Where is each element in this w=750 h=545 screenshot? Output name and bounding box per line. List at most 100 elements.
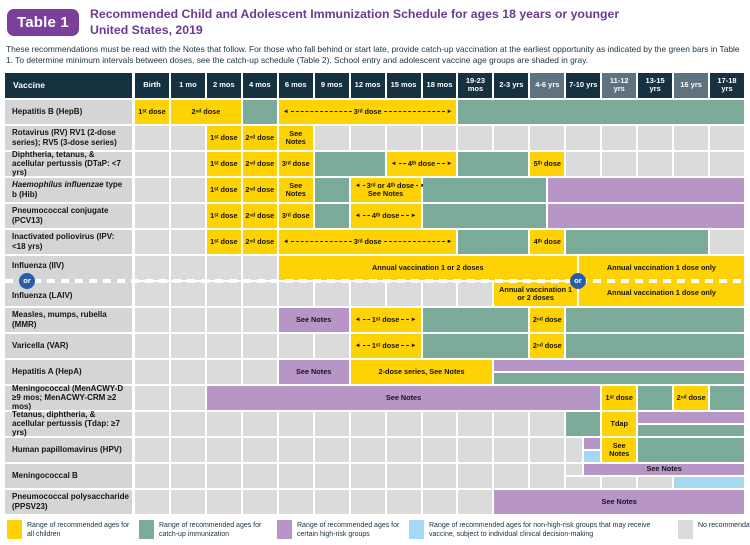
column-header-age: 19-23 mos	[458, 72, 493, 98]
range-cell	[566, 125, 601, 150]
column-header-age: 1 mo	[170, 72, 205, 98]
range-cell	[135, 385, 169, 410]
dose-cell: 2ⁿᵈ dose	[242, 203, 277, 228]
arrow-icon: ►	[410, 342, 417, 349]
table-row: Human papillomavirus (HPV) See Notes	[5, 437, 745, 462]
range-cell	[710, 151, 744, 176]
range-cell	[135, 151, 169, 176]
range-cell	[314, 333, 349, 358]
range-cell	[206, 255, 241, 280]
influenza-row-pair: Influenza (IIV) Influenza (LAIV) Annual va…	[5, 255, 745, 306]
schedule-table: Hepatitis B (HepB) 1ˢᵗ dose 2ⁿᵈ dose ◄ 3ʳᵈ d…	[5, 99, 745, 514]
row-cells: See Notes 1ˢᵗ dose 2ⁿᵈ dose	[134, 385, 745, 410]
range-cell	[135, 437, 169, 462]
dose-cell: ◄ 4ᵗʰ dose ►	[386, 151, 457, 176]
range-cell	[638, 385, 673, 410]
dose-cell: See Notes	[494, 489, 744, 514]
or-badge: or	[569, 272, 586, 289]
dose-cell: 3ʳᵈ dose	[278, 203, 313, 228]
column-header-age: 9 mos	[314, 72, 349, 98]
column-header-age: 4 mos	[242, 72, 277, 98]
range-cell	[422, 333, 529, 358]
range-cell	[386, 281, 421, 306]
range-cell	[422, 489, 457, 514]
range-cell	[170, 385, 205, 410]
range-cell	[135, 229, 169, 254]
range-cell	[314, 125, 349, 150]
range-cell	[314, 151, 385, 176]
column-header-vaccine: Vaccine	[5, 72, 132, 98]
range-cell	[494, 437, 529, 462]
table-row: Measles, mumps, rubella (MMR) See Notes ◄ 1…	[5, 307, 745, 332]
vaccine-name: Meningococcal B	[5, 463, 132, 488]
table-row: Haemophilus influenzae type b (Hib) 1ˢᵗ d…	[5, 177, 745, 202]
table-row: Inactivated poliovirus (IPV: <18 yrs) 1ˢᵗ…	[5, 229, 745, 254]
range-cell	[458, 463, 493, 488]
range-cell	[710, 385, 744, 410]
legend-item: Range of recommended ages for all childr…	[7, 519, 133, 539]
range-cell	[242, 99, 277, 124]
range-cell	[638, 424, 744, 436]
dose-cell: 2ⁿᵈ dose	[674, 385, 709, 410]
range-cell	[422, 125, 457, 150]
range-cell	[206, 463, 241, 488]
column-header-age: 15 mos	[386, 72, 421, 98]
range-cell	[206, 437, 241, 462]
dose-cell: 2ⁿᵈ dose	[170, 99, 241, 124]
intro-text: These recommendations must be read with …	[6, 43, 740, 66]
range-cell	[170, 177, 205, 202]
row-cells: See Notes ◄ 1ˢᵗ dose ► 2ⁿᵈ dose	[134, 307, 745, 332]
dose-cell: 2ⁿᵈ dose	[242, 151, 277, 176]
range-cell	[314, 411, 349, 436]
range-cell	[710, 125, 744, 150]
range-cell	[135, 125, 169, 150]
dose-cell: Annual vaccination 1 or 2 doses	[494, 281, 577, 306]
range-cell	[602, 151, 637, 176]
range-cell	[458, 411, 493, 436]
column-header-age: 7-10 yrs	[566, 72, 601, 98]
vaccine-name: Hepatitis A (HepA)	[5, 359, 132, 384]
legend-swatch-purple	[277, 519, 292, 539]
dose-cell: 1ˢᵗ dose	[206, 151, 241, 176]
column-header-age: Birth	[135, 72, 169, 98]
range-cell	[314, 489, 349, 514]
range-cell	[530, 463, 565, 488]
or-badge: or	[19, 272, 35, 289]
range-cell	[206, 489, 241, 514]
range-cell	[350, 281, 385, 306]
row-cells: 1ˢᵗ dose 2ⁿᵈ dose See Notes	[134, 125, 745, 150]
range-cell	[566, 151, 601, 176]
range-cell	[242, 281, 277, 306]
table-badge: Table 1	[7, 9, 79, 37]
legend-swatch-yellow	[7, 519, 22, 539]
range-cell	[135, 281, 169, 306]
legend-item: Range of recommended ages for certain hi…	[277, 519, 403, 539]
table-row: Tetanus, diphtheria, & acellular pertuss…	[5, 410, 745, 437]
table-row: Pneumococcal polysaccharide (PPSV23) See …	[5, 489, 745, 514]
arrow-icon: ◄	[354, 342, 361, 349]
dose-cell: 2ⁿᵈ dose	[242, 177, 277, 202]
dose-cell: ◄ 4ᵗʰ dose ►	[350, 203, 421, 228]
range-cell	[135, 177, 169, 202]
dose-cell: See Notes	[278, 307, 349, 332]
range-cell	[314, 463, 349, 488]
dose-cell: 3ʳᵈ dose	[278, 151, 313, 176]
range-cell	[422, 281, 457, 306]
range-cell	[386, 489, 421, 514]
range-cell	[494, 125, 529, 150]
range-cell	[422, 437, 457, 462]
range-cell	[458, 281, 493, 306]
range-cell	[530, 411, 565, 436]
range-cell	[206, 333, 241, 358]
range-cell	[278, 281, 313, 306]
column-header-age: 17-18 yrs	[710, 72, 744, 98]
range-cell	[494, 463, 529, 488]
dose-cell: ◄ 1ˢᵗ dose ►	[350, 333, 421, 358]
arrow-icon: ►	[410, 316, 417, 323]
arrow-icon: ►	[446, 238, 453, 245]
column-header-age: 11-12 yrs	[602, 72, 637, 98]
dose-cell: 2ⁿᵈ dose	[242, 125, 277, 150]
legend: Range of recommended ages for all childr…	[5, 519, 750, 539]
table-header-row: Vaccine Birth 1 mo 2 mos 4 mos 6 mos 9 mos 12 …	[5, 72, 745, 98]
range-cell	[386, 463, 421, 488]
